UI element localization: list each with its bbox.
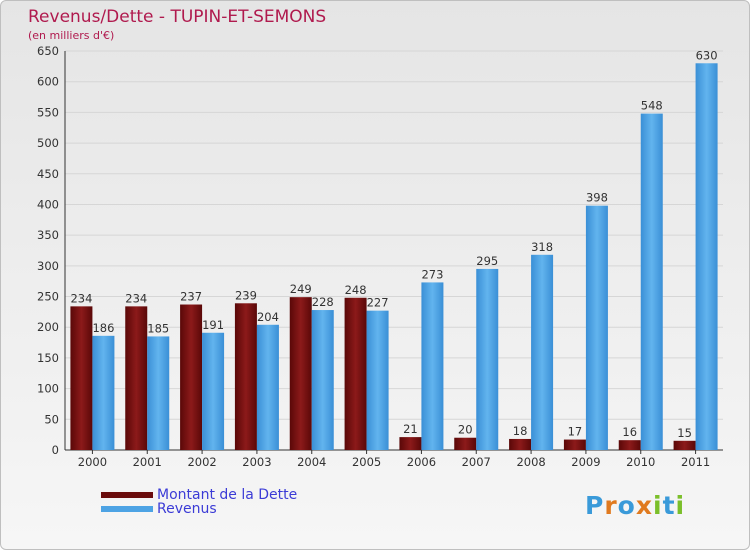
data-label: 191 <box>202 318 224 332</box>
x-tick-label: 2004 <box>297 455 326 469</box>
x-tick-label: 2006 <box>407 455 436 469</box>
y-tick-label: 150 <box>37 351 59 365</box>
data-label: 234 <box>70 291 92 305</box>
data-label: 234 <box>125 291 147 305</box>
logo-letter: x <box>635 491 653 520</box>
data-label: 249 <box>290 282 312 296</box>
y-tick-label: 500 <box>37 136 59 150</box>
data-label: 204 <box>257 310 279 324</box>
data-label: 228 <box>312 295 334 309</box>
data-label: 248 <box>345 283 367 297</box>
bar-revenus <box>476 268 499 450</box>
data-label: 273 <box>421 267 443 281</box>
logo-letter: r <box>604 491 618 520</box>
y-tick-label: 600 <box>37 75 59 89</box>
legend-swatch-dette <box>101 492 153 498</box>
logo-letter: P <box>585 491 605 520</box>
data-label: 21 <box>403 422 418 436</box>
logo-letter: i <box>675 491 686 520</box>
bar-revenus <box>531 254 554 450</box>
data-label: 548 <box>641 99 663 113</box>
bar-revenus <box>147 336 170 450</box>
logo-letter: t <box>662 491 676 520</box>
data-label: 18 <box>513 424 528 438</box>
legend-label-dette: Montant de la Dette <box>157 487 298 503</box>
y-tick-label: 100 <box>37 382 59 396</box>
bar-revenus <box>421 282 444 450</box>
bar-revenus <box>92 335 115 450</box>
data-label: 185 <box>147 321 169 335</box>
bar-revenus <box>640 113 663 450</box>
data-label: 17 <box>568 425 583 439</box>
x-tick-label: 2000 <box>78 455 107 469</box>
bar-dette <box>509 438 532 450</box>
y-tick-label: 350 <box>37 228 59 242</box>
x-tick-label: 2008 <box>516 455 545 469</box>
bar-dette <box>673 440 696 450</box>
data-label: 227 <box>367 296 389 310</box>
x-tick-label: 2007 <box>462 455 491 469</box>
bar-dette <box>399 437 422 450</box>
bar-revenus <box>202 332 225 450</box>
bar-dette <box>344 297 367 450</box>
bar-revenus <box>256 324 279 450</box>
bar-dette <box>180 304 203 450</box>
data-label: 295 <box>476 254 498 268</box>
x-tick-label: 2010 <box>626 455 655 469</box>
x-tick-label: 2003 <box>242 455 271 469</box>
y-tick-label: 650 <box>37 44 59 58</box>
y-tick-label: 550 <box>37 105 59 119</box>
data-label: 237 <box>180 290 202 304</box>
x-tick-label: 2005 <box>352 455 381 469</box>
data-label: 239 <box>235 288 257 302</box>
bar-dette <box>70 306 93 450</box>
logo-letter: i <box>653 491 663 520</box>
logo-letter: o <box>617 491 636 520</box>
bar-dette <box>618 440 641 450</box>
chart-title: Revenus/Dette - TUPIN-ET-SEMONS <box>28 7 327 27</box>
y-tick-label: 400 <box>37 197 59 211</box>
y-tick-label: 0 <box>52 443 59 457</box>
bar-dette <box>563 439 586 450</box>
y-tick-label: 250 <box>37 290 59 304</box>
data-label: 398 <box>586 191 608 205</box>
data-label: 630 <box>696 48 718 62</box>
legend-label-revenus: Revenus <box>157 501 217 517</box>
bar-revenus <box>366 310 389 450</box>
x-tick-label: 2011 <box>681 455 710 469</box>
x-tick-label: 2002 <box>187 455 216 469</box>
data-label: 16 <box>622 425 637 439</box>
data-label: 20 <box>458 423 473 437</box>
bar-revenus <box>695 63 718 451</box>
legend-swatch-revenus <box>101 506 153 512</box>
bar-dette <box>289 297 312 450</box>
y-tick-label: 450 <box>37 167 59 181</box>
y-tick-label: 200 <box>37 320 59 334</box>
bar-revenus <box>585 205 608 450</box>
data-label: 318 <box>531 240 553 254</box>
data-label: 186 <box>92 321 114 335</box>
x-tick-label: 2001 <box>133 455 162 469</box>
bar-dette <box>125 306 148 450</box>
legend-item-dette: Montant de la Dette <box>101 487 298 503</box>
chart-subtitle: (en milliers d'€) <box>28 29 115 42</box>
bar-revenus <box>311 310 334 450</box>
x-tick-label: 2009 <box>571 455 600 469</box>
legend-item-revenus: Revenus <box>101 501 217 517</box>
y-tick-label: 300 <box>37 259 59 273</box>
proxiti-logo: Proxiti <box>585 491 685 520</box>
bar-dette <box>234 303 257 450</box>
y-tick-label: 50 <box>44 412 59 426</box>
data-label: 15 <box>677 426 692 440</box>
bar-dette <box>454 437 477 450</box>
